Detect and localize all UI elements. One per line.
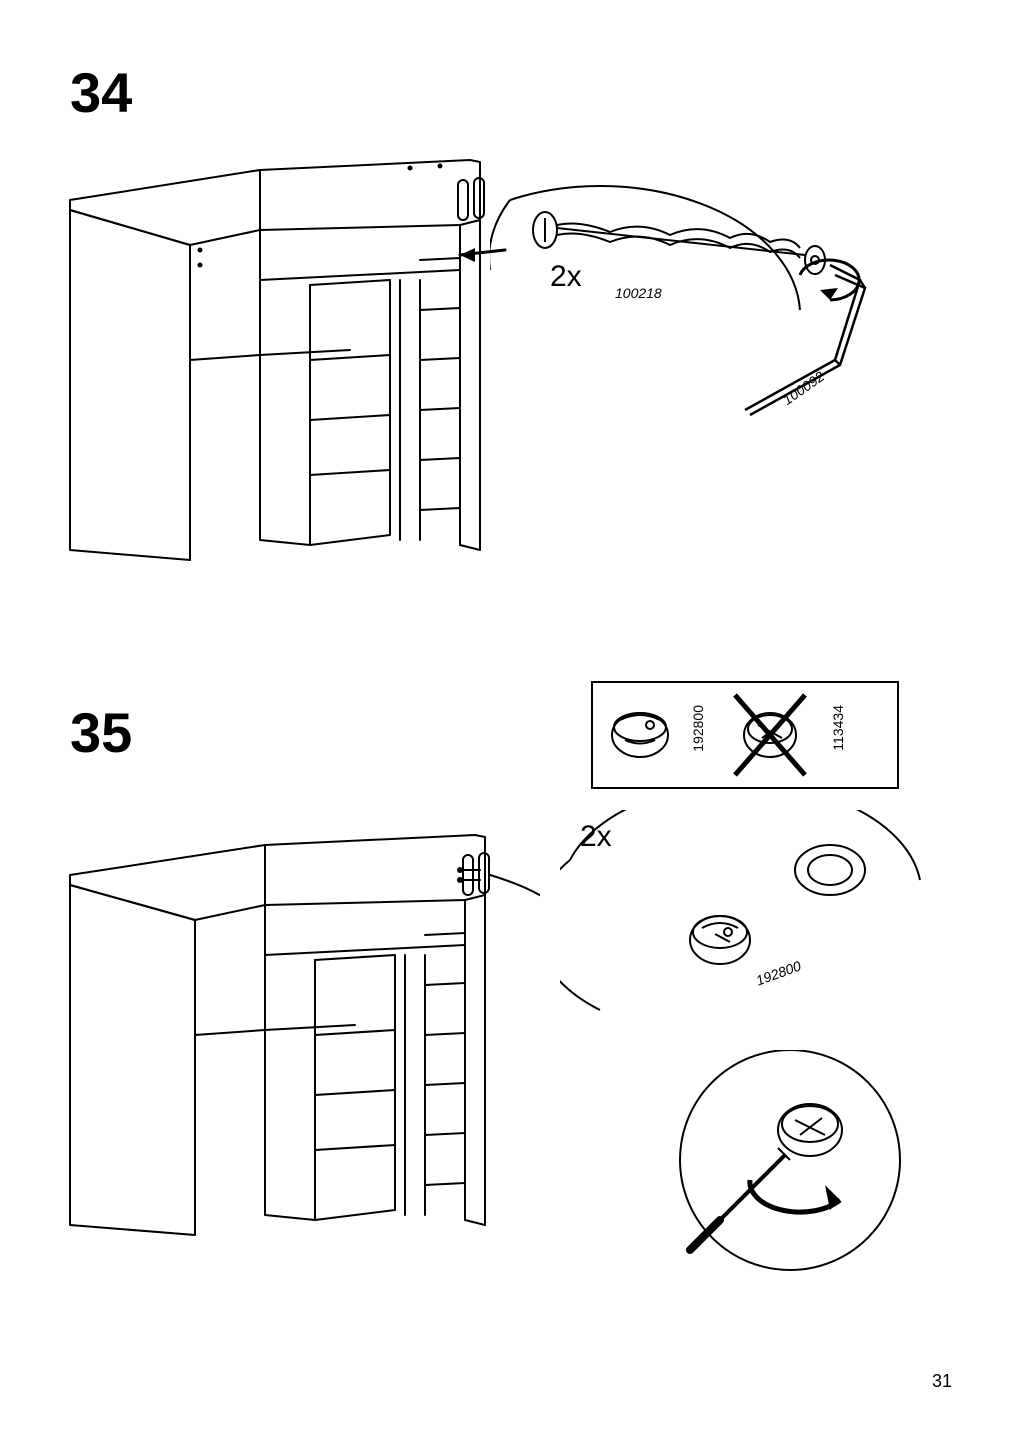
cam-correct-label: 192800 <box>690 705 706 752</box>
callout-screw-step-34 <box>490 180 980 440</box>
callout-cam-step-35 <box>560 810 960 1060</box>
furniture-step-34 <box>60 150 530 570</box>
page-number: 31 <box>932 1371 952 1392</box>
furniture-step-35 <box>60 820 540 1250</box>
cam-wrong-label: 113434 <box>830 705 846 751</box>
part-selection-box <box>590 680 900 790</box>
step-number-34: 34 <box>70 60 132 125</box>
qty-step-34: 2x <box>550 260 582 294</box>
qty-step-35: 2x <box>580 820 612 854</box>
screw-part-label: 100218 <box>615 285 662 301</box>
callout-cam-rotate <box>630 1050 950 1290</box>
step-number-35: 35 <box>70 700 132 765</box>
